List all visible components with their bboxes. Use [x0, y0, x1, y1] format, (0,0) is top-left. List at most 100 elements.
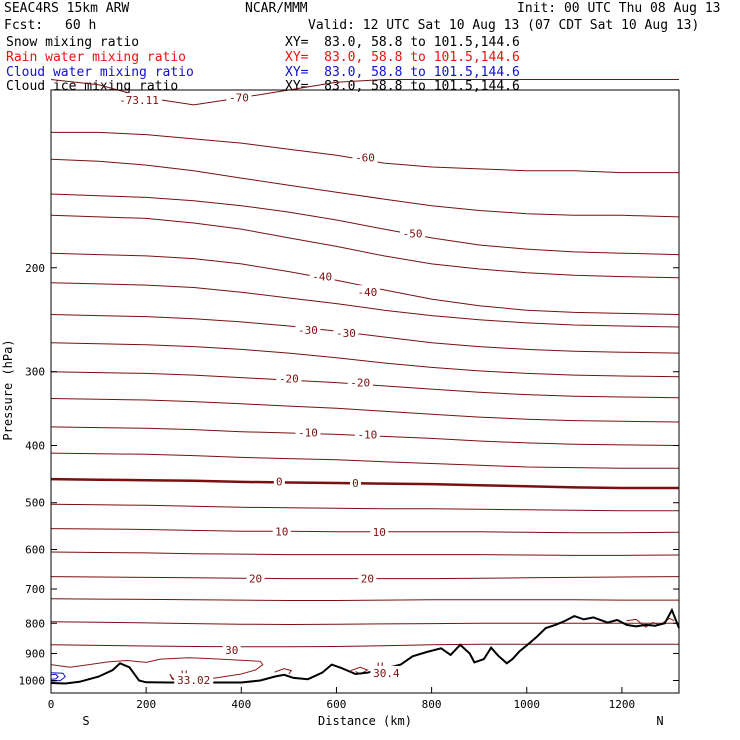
- x-tick-label-1200: 1200: [609, 698, 636, 711]
- contour-label-bg-15: [370, 524, 389, 538]
- temperature-contour-minor-1: [50, 214, 680, 279]
- temperature-contour-minor-3: [50, 342, 680, 378]
- contour-label-10: -10: [298, 426, 318, 439]
- contour-label-18: 30: [225, 644, 238, 657]
- y-tick-label-200: 200: [25, 262, 45, 275]
- forecast-label: Fcst:: [4, 18, 44, 33]
- contour-label-bg-13: [349, 476, 361, 490]
- contour-label-bg-22: [370, 665, 403, 679]
- init-time: Init: 00 UTC Thu 08 Aug 13: [517, 1, 721, 16]
- y-tick-label-800: 800: [25, 617, 45, 630]
- plot-frame: [50, 89, 680, 694]
- contour-label-9: -20: [350, 377, 370, 390]
- y-tick-label-600: 600: [25, 543, 45, 556]
- contour-label-5: -40: [357, 286, 377, 299]
- x-tick-label-800: 800: [422, 698, 442, 711]
- rain-water-contour-2: [274, 668, 293, 675]
- temperature-contour-minor-7: [50, 551, 680, 556]
- contour-label-13: 0: [352, 477, 359, 490]
- x-tick-label-0: 0: [48, 698, 55, 711]
- cloud-water-contour-0: [50, 673, 59, 680]
- contour-label-20: 33.02: [177, 674, 210, 687]
- contour-label-bg-7: [333, 326, 359, 340]
- temperature-contour-m30: [50, 314, 680, 354]
- temperature-contour-minor-0: [50, 158, 680, 218]
- contour-label-bg-0: [116, 93, 163, 107]
- legend-label-snow: Snow mixing ratio: [6, 35, 140, 50]
- model-title: SEAC4RS 15km ARW: [4, 1, 130, 16]
- contour-label-bg-2: [352, 150, 378, 164]
- south-endpoint-label: S: [82, 714, 89, 728]
- y-tick-label-300: 300: [25, 366, 45, 379]
- legend-xy-rain: XY= 83.0, 58.8 to 101.5,144.6: [285, 50, 520, 65]
- temperature-contour-minor-8: [50, 598, 679, 601]
- contour-label-bg-1: [226, 90, 252, 104]
- contour-label-layer: -73.11 -70 -60 -50 -40 -40 -30 -30 -20 -20 -10 -10 0…: [116, 90, 426, 687]
- legend-xy-cloud-water: XY= 83.0, 58.8 to 101.5,144.6: [285, 65, 520, 80]
- y-axis-label: Pressure (hPa): [1, 339, 15, 440]
- contour-label-bg-5: [354, 285, 380, 299]
- north-endpoint-label: N: [656, 714, 663, 728]
- y-tick-label-1000: 1000: [19, 674, 46, 687]
- contour-label-bg-11: [354, 427, 380, 441]
- contour-label-bg-9: [347, 375, 373, 389]
- contour-label-15: 10: [373, 526, 386, 539]
- legend-label-cloud-water: Cloud water mixing ratio: [6, 65, 194, 80]
- terrain-line: [50, 607, 680, 685]
- contour-label-bg-21: [374, 659, 386, 673]
- contour-label-14: 10: [275, 525, 288, 538]
- contour-label-bg-20: [174, 673, 214, 687]
- temperature-contour-m50: [50, 193, 680, 256]
- x-tick-label-1000: 1000: [514, 698, 541, 711]
- valid-time: Valid: 12 UTC Sat 10 Aug 13 (07 CDT Sat …: [308, 18, 700, 33]
- cloud-water-contour-1: [50, 672, 66, 682]
- temperature-contour-30: [50, 621, 679, 626]
- x-tick-label-600: 600: [327, 698, 347, 711]
- contour-label-16: 20: [249, 573, 262, 586]
- temperature-contour-minor-9: [50, 643, 679, 648]
- terrain-layer: [50, 607, 680, 685]
- legend-label-rain: Rain water mixing ratio: [6, 50, 187, 65]
- contour-label-12: 0: [276, 475, 283, 488]
- contour-label-8: -20: [279, 372, 299, 385]
- y-tick-label-400: 400: [25, 440, 45, 453]
- contour-label-bg-8: [276, 371, 302, 385]
- contour-label-2: -60: [355, 151, 375, 164]
- contour-label-bg-12: [273, 474, 285, 488]
- y-tick-label-500: 500: [25, 497, 45, 510]
- temperature-contour-m40: [50, 252, 680, 315]
- contour-label-7: -30: [336, 327, 356, 340]
- contour-label-bg-17: [358, 571, 377, 585]
- legend-xy-snow: XY= 83.0, 58.8 to 101.5,144.6: [285, 35, 520, 50]
- contour-label-4: -40: [312, 271, 332, 284]
- contour-label-11: -10: [357, 428, 377, 441]
- contour-label-bg-16: [246, 571, 265, 585]
- y-tick-label-900: 900: [25, 647, 45, 660]
- contour-label-bg-10: [295, 425, 321, 439]
- forecast-hours: 60 h: [65, 18, 97, 33]
- contour-label-6: -30: [298, 324, 318, 337]
- temperature-contour-minor-5: [50, 452, 679, 469]
- center-title: NCAR/MMM: [245, 1, 308, 16]
- x-axis-label: Distance (km): [318, 714, 412, 728]
- contour-label-bg-3: [400, 226, 426, 240]
- contour-label-bg-4: [309, 269, 335, 283]
- x-tick-label-400: 400: [231, 698, 251, 711]
- contour-label-22: 30.4: [373, 667, 400, 680]
- temperature-contour-minor-4: [50, 398, 680, 423]
- contour-label-0: -73.11: [119, 94, 159, 107]
- contour-label-17: 20: [361, 573, 374, 586]
- temperature-contour-minor-6: [50, 503, 679, 512]
- temperature-contour-minor-2: [50, 282, 680, 328]
- contour-label-3: -50: [403, 228, 423, 241]
- temperature-contour-0: [50, 477, 679, 490]
- contour-label-1: -70: [229, 92, 249, 105]
- contour-label-bg-6: [295, 323, 321, 337]
- y-tick-label-700: 700: [25, 583, 45, 596]
- temperature-contour-10: [50, 528, 680, 534]
- contour-label-bg-18: [222, 643, 241, 657]
- contour-label-bg-14: [272, 524, 291, 538]
- x-tick-label-200: 200: [136, 698, 156, 711]
